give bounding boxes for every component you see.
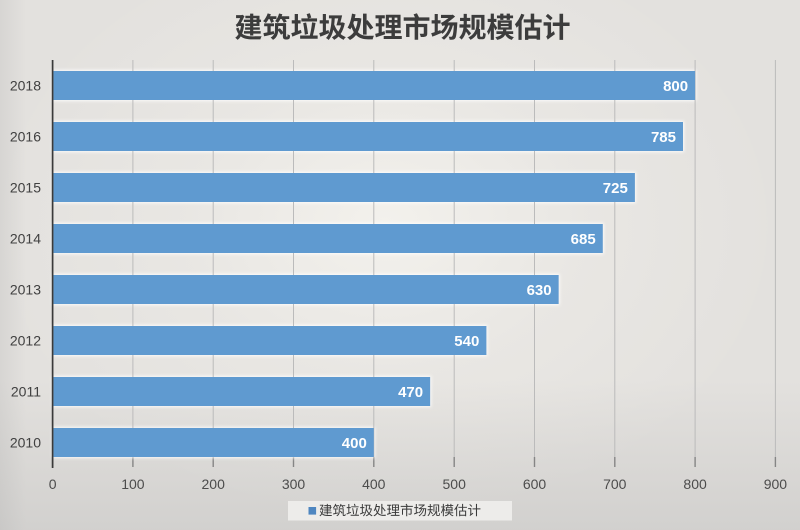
svg-text:400: 400 xyxy=(362,476,386,492)
svg-text:2012: 2012 xyxy=(10,333,41,349)
svg-text:685: 685 xyxy=(571,231,596,248)
svg-text:470: 470 xyxy=(398,384,423,401)
svg-text:700: 700 xyxy=(603,476,627,492)
svg-text:600: 600 xyxy=(523,476,547,492)
svg-text:540: 540 xyxy=(454,333,479,350)
svg-text:800: 800 xyxy=(683,476,707,492)
svg-text:300: 300 xyxy=(282,476,306,492)
svg-text:0: 0 xyxy=(49,476,57,492)
svg-text:2015: 2015 xyxy=(10,180,41,196)
svg-text:785: 785 xyxy=(651,129,676,146)
svg-text:2011: 2011 xyxy=(11,384,41,400)
svg-text:800: 800 xyxy=(663,78,688,95)
svg-text:400: 400 xyxy=(342,435,367,452)
svg-text:100: 100 xyxy=(121,476,145,492)
svg-text:200: 200 xyxy=(202,476,226,492)
svg-text:2018: 2018 xyxy=(10,78,41,94)
svg-text:2016: 2016 xyxy=(10,129,41,145)
svg-text:2013: 2013 xyxy=(10,282,41,298)
svg-text:2014: 2014 xyxy=(10,231,41,247)
svg-text:900: 900 xyxy=(764,476,788,492)
svg-text:2010: 2010 xyxy=(10,435,41,451)
svg-text:500: 500 xyxy=(443,476,467,492)
svg-text:630: 630 xyxy=(527,282,552,299)
svg-text:725: 725 xyxy=(603,180,628,197)
